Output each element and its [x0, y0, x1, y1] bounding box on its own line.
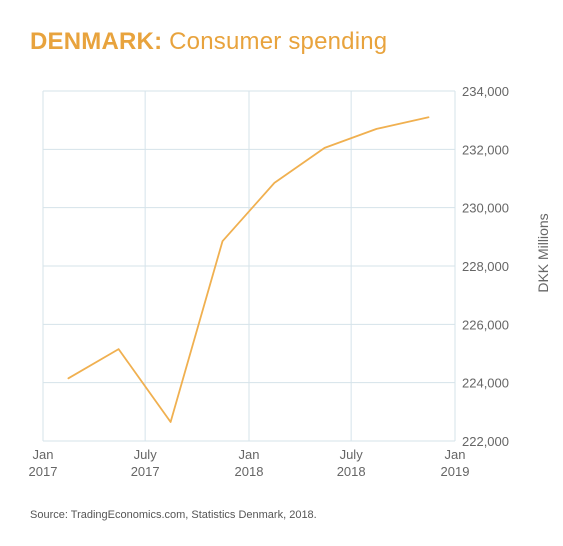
data-point	[118, 348, 120, 350]
x-tick-label: July 2018	[337, 447, 366, 479]
data-point	[273, 182, 275, 184]
y-tick-labels: 222,000 224,000 226,000 228,000 230,000 232,0…	[462, 84, 509, 449]
y-gridlines	[43, 90, 455, 442]
series-layer	[67, 116, 430, 423]
title-separator: :	[154, 28, 163, 55]
x-tick-year: 2017	[29, 464, 58, 479]
y-tick-label: 234,000	[462, 84, 509, 99]
y-tick-label: 226,000	[462, 317, 509, 332]
chart-title: DENMARK: Consumer spending	[30, 28, 387, 56]
y-tick-label: 230,000	[462, 201, 509, 216]
title-country: DENMARK	[30, 28, 155, 55]
y-tick-label: 224,000	[462, 376, 509, 391]
data-point	[324, 147, 326, 149]
y-tick-label: 222,000	[462, 434, 509, 449]
y-axis-label: DKK Millions	[535, 213, 551, 292]
data-point	[170, 421, 172, 423]
source-note: Source: TradingEconomics.com, Statistics…	[30, 509, 317, 521]
x-tick-month: Jan	[445, 447, 466, 462]
x-tick-label: Jan 2017	[29, 447, 58, 479]
data-point	[427, 116, 429, 118]
data-point	[376, 128, 378, 130]
x-tick-label: Jan 2018	[235, 447, 264, 479]
x-tick-month: Jan	[239, 447, 260, 462]
x-tick-month: July	[134, 447, 158, 462]
title-subtitle: Consumer spending	[169, 28, 388, 55]
x-tick-labels: Jan 2017 July 2017 Jan 2018 July 2018 Jan 2019	[29, 447, 470, 479]
series-line	[67, 116, 430, 423]
x-tick-year: 2019	[441, 464, 470, 479]
x-tick-year: 2018	[337, 464, 366, 479]
x-tick-label: July 2017	[131, 447, 160, 479]
x-tick-month: July	[340, 447, 364, 462]
x-tick-month: Jan	[33, 447, 54, 462]
data-point	[221, 240, 223, 242]
y-tick-label: 228,000	[462, 259, 509, 274]
y-tick-label: 232,000	[462, 142, 509, 157]
data-point	[67, 377, 69, 379]
x-tick-year: 2017	[131, 464, 160, 479]
x-tick-label: Jan 2019	[441, 447, 470, 479]
x-tick-year: 2018	[235, 464, 264, 479]
